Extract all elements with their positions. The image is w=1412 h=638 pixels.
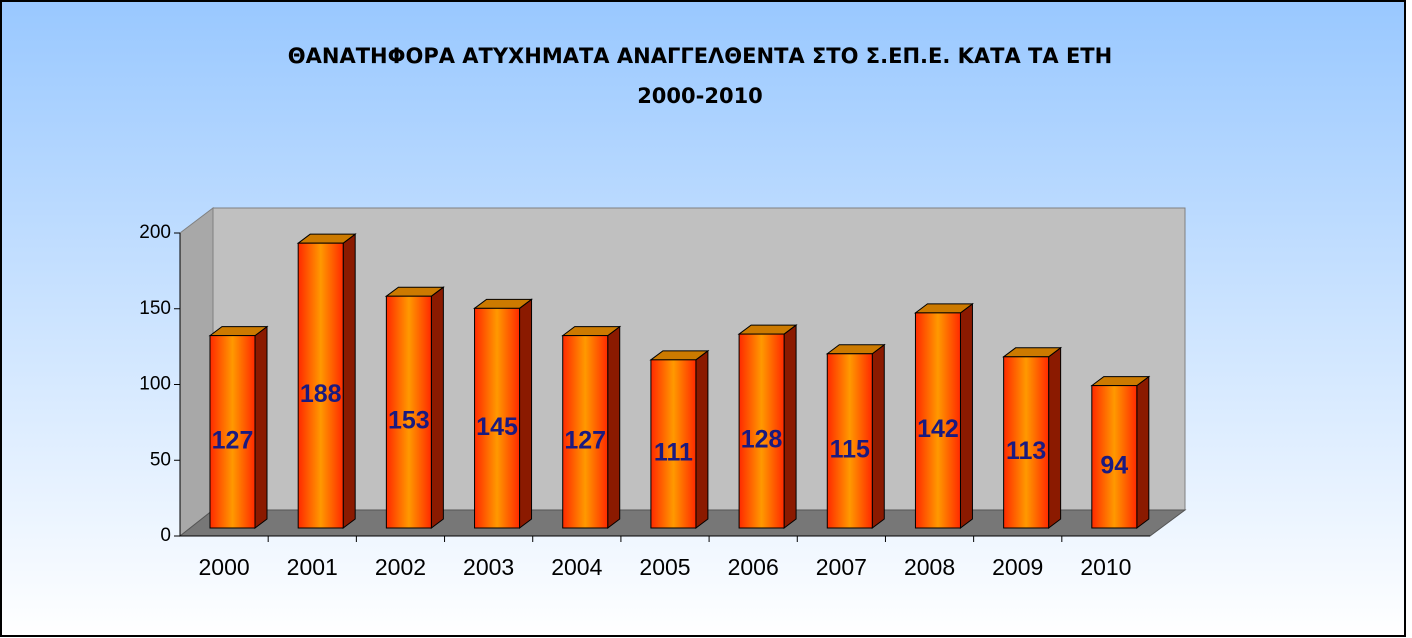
bar-side — [695, 349, 709, 529]
bar — [297, 242, 344, 529]
bar-side — [1048, 346, 1062, 529]
x-tick-label: 2007 — [816, 554, 867, 580]
data-label: 94 — [1100, 451, 1128, 479]
x-tick-label: 2003 — [463, 554, 514, 580]
bar — [474, 307, 521, 529]
data-label: 145 — [476, 413, 518, 441]
x-tick-label: 2002 — [375, 554, 426, 580]
x-tick-label: 2009 — [992, 554, 1043, 580]
data-label: 113 — [1006, 437, 1046, 465]
y-tick-label: 0 — [160, 525, 171, 546]
x-tick-label: 2008 — [904, 554, 955, 580]
bar — [1091, 385, 1138, 529]
bar-side — [254, 325, 268, 529]
data-label: 127 — [212, 426, 254, 454]
data-label: 111 — [654, 439, 693, 467]
data-label: 127 — [564, 426, 606, 454]
bar-side — [342, 233, 356, 529]
bar-side — [959, 302, 973, 529]
x-tick-label: 2010 — [1080, 554, 1131, 580]
x-tick-label: 2000 — [199, 554, 250, 580]
bar-side — [430, 286, 444, 529]
chart-subtitle: 2000-2010 — [637, 84, 763, 108]
y-tick-label: 150 — [139, 298, 171, 319]
bar — [1003, 356, 1050, 529]
y-tick-label: 100 — [139, 374, 171, 395]
data-label: 128 — [741, 426, 783, 454]
bar-side — [1136, 375, 1150, 529]
y-tick-label: 200 — [139, 222, 171, 243]
x-tick-label: 2005 — [639, 554, 690, 580]
bar — [562, 335, 609, 529]
side-wall — [179, 206, 214, 538]
bar — [209, 335, 256, 529]
chart-title: ΘΑΝΑΤΗΦΟΡΑ ΑΤΥΧΗΜΑΤΑ ΑΝΑΓΓΕΛΘΕΝΤΑ ΣΤΟ Σ.… — [288, 44, 1112, 68]
data-label: 153 — [388, 407, 430, 435]
bar — [650, 359, 697, 529]
bar — [914, 312, 961, 529]
x-tick-label: 2004 — [551, 554, 602, 580]
data-label: 188 — [300, 380, 342, 408]
y-tick-label: 50 — [150, 449, 171, 470]
x-tick-label: 2001 — [287, 554, 338, 580]
data-label: 142 — [917, 415, 959, 443]
bar — [826, 353, 873, 529]
x-tick-label: 2006 — [728, 554, 779, 580]
bar-side — [519, 298, 533, 529]
bar — [738, 333, 785, 529]
bar-side — [783, 324, 797, 529]
bar-side — [607, 325, 621, 529]
bar — [385, 295, 432, 529]
bar-side — [871, 343, 885, 529]
data-label: 115 — [830, 435, 870, 463]
